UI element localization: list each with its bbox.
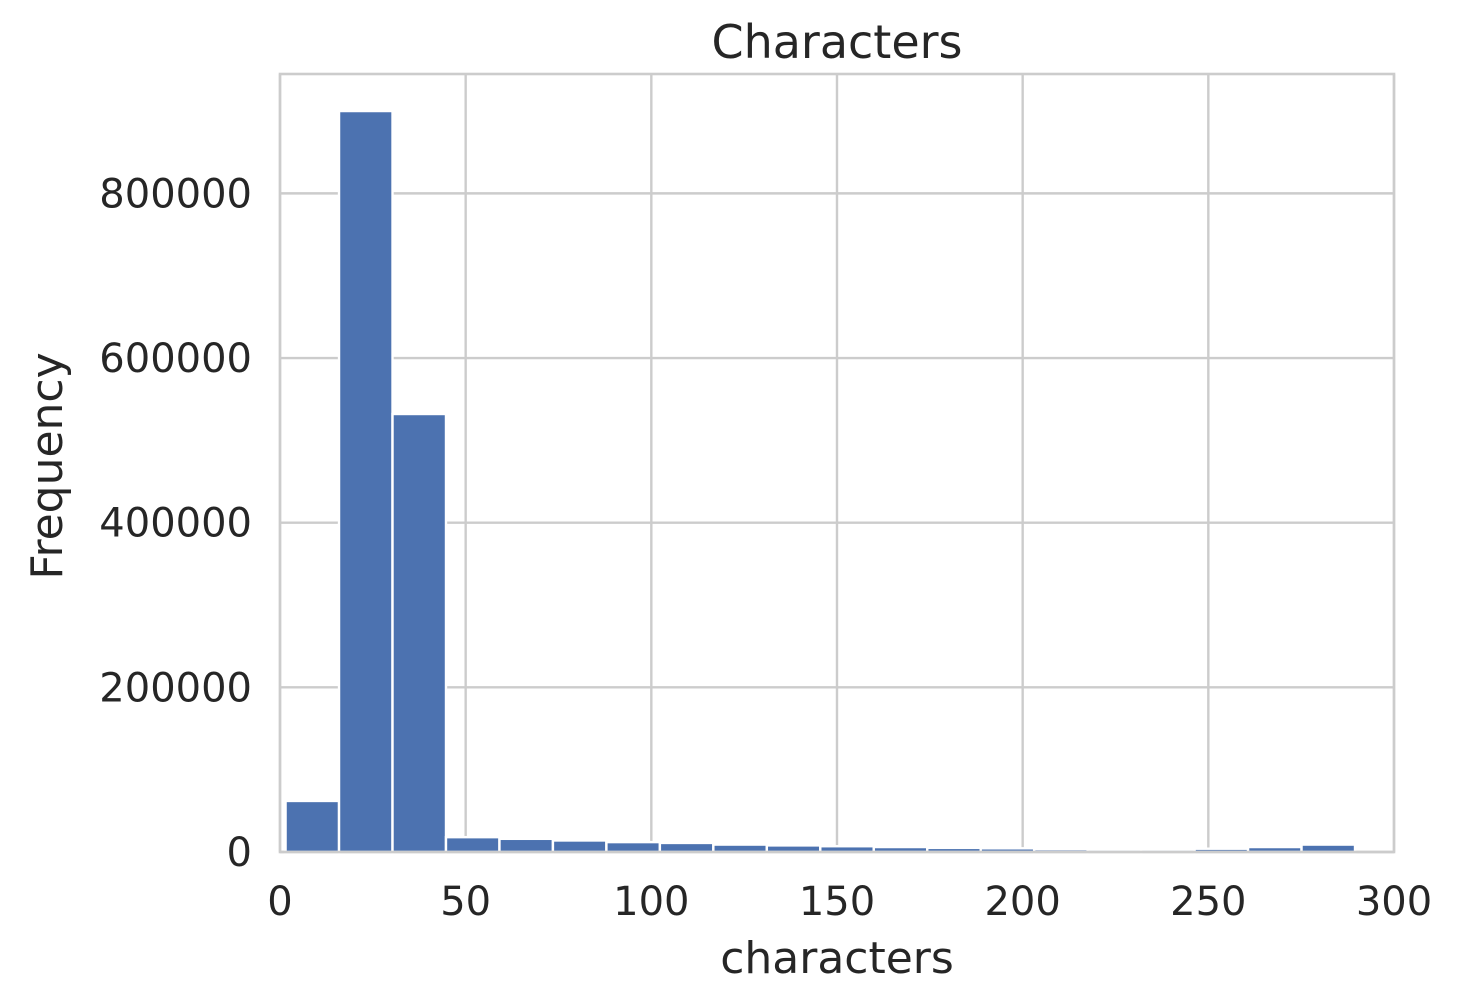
x-tick-labels: 0 50 100 150 200 250 300 — [267, 879, 1432, 925]
histogram-bar — [498, 837, 555, 854]
y-tick-label: 800000 — [99, 171, 252, 217]
histogram-bar — [337, 109, 394, 854]
histogram-bar — [284, 799, 341, 854]
x-tick-label: 150 — [799, 879, 875, 925]
histogram-bar — [391, 412, 448, 854]
histogram-bar — [658, 841, 715, 854]
plot-frame — [278, 72, 1396, 854]
x-tick-label: 100 — [613, 879, 689, 925]
x-tick-label: 200 — [984, 879, 1060, 925]
y-tick-label: 200000 — [99, 665, 252, 711]
grid-layer — [278, 74, 1396, 854]
x-tick-label: 250 — [1170, 879, 1246, 925]
x-tick-label: 300 — [1356, 879, 1432, 925]
y-tick-label: 0 — [227, 830, 252, 876]
x-tick-label: 50 — [440, 879, 491, 925]
bars-layer — [284, 109, 1357, 854]
y-tick-label: 400000 — [99, 501, 252, 547]
y-tick-labels: 0 200000 400000 600000 800000 — [99, 171, 252, 876]
chart-title: Characters — [711, 15, 962, 69]
histogram-bar — [605, 840, 662, 854]
x-axis-label: characters — [720, 933, 954, 984]
y-axis-label: Frequency — [22, 352, 73, 579]
histogram-bar — [444, 835, 501, 854]
y-tick-label: 600000 — [99, 336, 252, 382]
histogram-bar — [551, 839, 608, 854]
x-tick-label: 0 — [267, 879, 292, 925]
